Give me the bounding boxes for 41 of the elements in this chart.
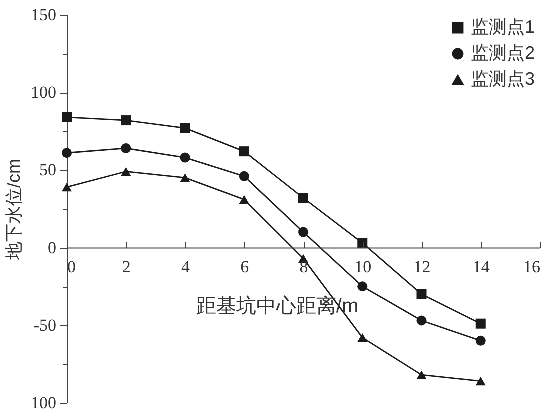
x-tick-label: 2: [122, 257, 131, 276]
y-tick-label: 0: [48, 238, 56, 258]
point: [239, 171, 250, 182]
point: [416, 289, 427, 300]
point: [298, 193, 308, 204]
x-tick-label: 12: [414, 257, 431, 276]
point: [476, 376, 486, 386]
point: [121, 116, 132, 126]
y-tick-label: 100: [31, 394, 56, 411]
point: [121, 143, 132, 154]
legend-label: 监测点1: [471, 17, 536, 37]
x-tick-label: 0: [68, 257, 76, 276]
legend-label: 监测点3: [471, 69, 536, 89]
point: [416, 370, 427, 380]
point: [476, 318, 486, 329]
x-tick-label: 6: [240, 257, 250, 276]
y-tick-label: 150: [31, 6, 56, 24]
y-axis-title: 地下水位/cm: [4, 159, 24, 261]
x-tick-label: 16: [524, 257, 540, 276]
point: [358, 282, 368, 292]
point: [180, 123, 190, 134]
point: [62, 148, 72, 158]
y-tick-label: 100: [31, 83, 56, 102]
y-tick-label: 50: [40, 160, 56, 180]
point: [476, 336, 486, 346]
point: [358, 333, 368, 342]
point: [180, 152, 190, 163]
point: [358, 238, 368, 248]
point: [121, 167, 132, 176]
point: [239, 195, 250, 204]
y-tick-label: -50: [34, 316, 56, 335]
x-tick-label: 10: [354, 257, 372, 276]
x-tick-label: 4: [182, 257, 190, 276]
point: [416, 316, 427, 326]
point: [298, 227, 308, 238]
point: [180, 174, 190, 182]
point: [62, 112, 72, 122]
x-tick-label: 8: [300, 257, 308, 276]
x-tick-label: 14: [472, 257, 490, 276]
point: [239, 146, 250, 157]
legend-label: 监测点2: [471, 43, 536, 63]
